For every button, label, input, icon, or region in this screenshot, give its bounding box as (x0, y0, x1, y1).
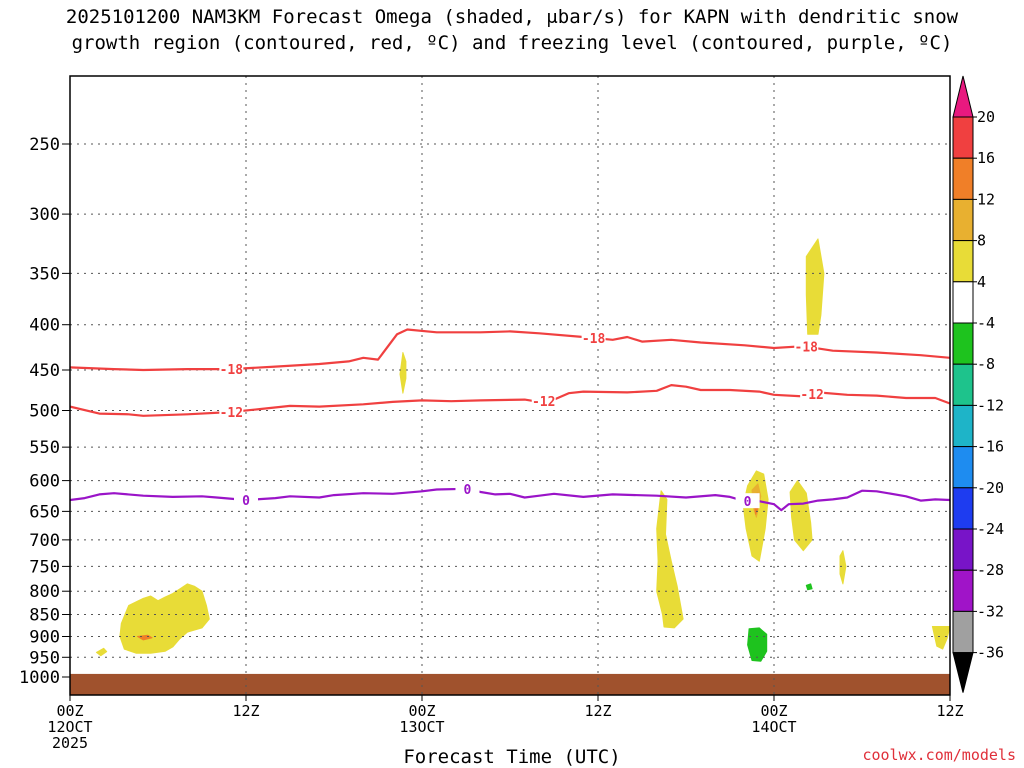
omega-region-2 (399, 352, 407, 394)
colorbar-label-7: -12 (977, 396, 1004, 414)
y-tick-label-900: 900 (29, 627, 60, 647)
x-tick-label-0-1: 12OCT (47, 718, 92, 736)
x-tick-label-0-2: 2025 (52, 734, 88, 752)
colorbar-label-0: 20 (977, 108, 995, 126)
contour-label-0-2: -18 (795, 341, 819, 356)
contour-label-2-0: 0 (242, 494, 250, 509)
contour-label-0-1: -18 (582, 332, 606, 347)
omega-region-8 (931, 626, 950, 650)
colorbar-label-4: 4 (977, 273, 986, 291)
contour-label-bg-2-1 (455, 481, 480, 497)
contour-label-bg-0-1 (581, 329, 606, 345)
colorbar-top-triangle (952, 75, 974, 118)
omega-region-13 (805, 583, 813, 591)
x-tick-label-24-1: 13OCT (399, 718, 444, 736)
contour-labels: -18 -18 -18 -12 -12 -12 0 0 0 (219, 329, 825, 510)
colorbar-label-11: -28 (977, 561, 1004, 579)
x-tick-label-48-1: 14OCT (751, 718, 796, 736)
contour-label-1-0: -12 (220, 406, 243, 421)
colorbar-box-8 (952, 404, 974, 448)
plot-frame (69, 75, 951, 696)
y-tick-label-400: 400 (29, 316, 60, 336)
colorbar-label-3: 8 (977, 232, 986, 250)
contour-label-bg-1-0 (219, 404, 244, 420)
ground-fill (70, 673, 950, 695)
grid-lines (70, 76, 950, 695)
omega-region-3 (656, 490, 684, 629)
y-axis: 2503003504004505005506006507007508008509… (19, 135, 70, 688)
omega-region-1 (95, 647, 108, 657)
contour-label-2-2: 0 (744, 495, 752, 510)
colorbar-box-13 (952, 610, 974, 654)
contour-label-2-1: 0 (464, 483, 472, 498)
y-tick-label-250: 250 (29, 135, 60, 155)
colorbar-label-13: -36 (977, 644, 1004, 662)
colorbar-box-9 (952, 446, 974, 489)
plot-background (70, 76, 950, 695)
colorbar-box-2 (952, 157, 974, 200)
y-tick-label-550: 550 (29, 438, 60, 458)
colorbar-box-3 (952, 198, 974, 242)
y-tick-label-1000: 1000 (19, 668, 60, 688)
x-tick-label-60-0: 12Z (936, 702, 963, 720)
colorbar-box-4 (952, 240, 974, 283)
y-tick-label-300: 300 (29, 205, 60, 225)
contour-label-1-2: -12 (800, 388, 823, 403)
colorbar-box-7 (952, 363, 974, 406)
y-tick-label-950: 950 (29, 648, 60, 668)
colorbar-label-9: -20 (977, 479, 1004, 497)
colorbar-box-1 (952, 116, 974, 159)
y-tick-label-850: 850 (29, 606, 60, 626)
colorbar-label-6: -8 (977, 355, 995, 373)
contour-label-bg-0-0 (219, 361, 244, 377)
title-line-2: growth region (contoured, red, ºC) and f… (71, 32, 953, 54)
colorbar-box-12 (952, 569, 974, 612)
credit-text: coolwx.com/models (862, 746, 1016, 764)
colorbar-box-5 (952, 281, 974, 324)
ground-layer (70, 673, 950, 695)
title-line-1: 2025101200 NAM3KM Forecast Omega (shaded… (65, 6, 959, 28)
contour-label-bg-2-0 (234, 491, 258, 507)
x-axis-label: Forecast Time (UTC) (403, 746, 621, 768)
contour-label-bg-2-2 (735, 493, 760, 509)
colorbar-label-8: -16 (977, 438, 1004, 456)
y-tick-label-500: 500 (29, 402, 60, 422)
colorbar-label-5: -4 (977, 314, 995, 332)
contour-label-1-1: -12 (532, 395, 555, 410)
y-tick-label-700: 700 (29, 531, 60, 551)
y-tick-label-750: 750 (29, 557, 60, 577)
colorbar-box-6 (952, 322, 974, 365)
y-tick-label-650: 650 (29, 502, 60, 522)
y-tick-label-600: 600 (29, 472, 60, 492)
contour-2 (70, 487, 950, 512)
y-tick-label-350: 350 (29, 264, 60, 284)
colorbar: 20 16 12 8 4 -4 -8 -12 -16 -20 -24 -28 -32 -36 (952, 75, 1004, 693)
omega-region-7 (839, 550, 847, 585)
x-tick-label-36-0: 12Z (584, 702, 611, 720)
x-tick-label-48-0: 00Z (760, 702, 787, 720)
colorbar-bottom-triangle (952, 652, 974, 693)
omega-region-12 (747, 627, 768, 662)
colorbar-label-12: -32 (977, 602, 1004, 620)
contour-label-bg-0-2 (794, 338, 819, 354)
contour-label-bg-1-1 (531, 393, 556, 409)
x-tick-label-0-0: 00Z (56, 702, 83, 720)
colorbar-label-10: -24 (977, 520, 1004, 538)
colorbar-label-1: 16 (977, 149, 995, 167)
colorbar-box-10 (952, 487, 974, 530)
contour-0 (70, 328, 950, 372)
x-tick-label-24-0: 00Z (408, 702, 435, 720)
contour-label-0-0: -18 (220, 363, 244, 378)
y-tick-label-800: 800 (29, 582, 60, 602)
x-tick-label-12-0: 12Z (232, 702, 259, 720)
colorbar-label-2: 12 (977, 190, 995, 208)
colorbar-box-11 (952, 528, 974, 571)
y-tick-label-450: 450 (29, 361, 60, 381)
contour-label-bg-1-2 (800, 386, 825, 402)
